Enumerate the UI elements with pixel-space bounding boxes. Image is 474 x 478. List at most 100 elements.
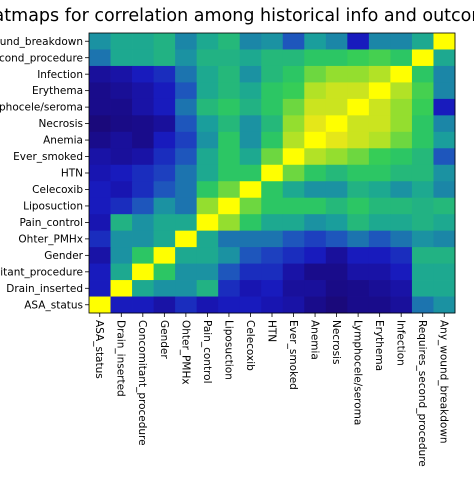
heatmap-cell xyxy=(390,164,413,182)
x-tick-label: Ohter_PMHx xyxy=(179,320,191,385)
heatmap-cell xyxy=(196,33,219,50)
heatmap-cell xyxy=(196,148,219,166)
heatmap-cell xyxy=(110,49,133,67)
heatmap-cell xyxy=(304,296,327,314)
heatmap-cell xyxy=(239,49,262,67)
heatmap-cell xyxy=(132,247,154,264)
heatmap-cell xyxy=(433,65,456,83)
y-tick-label: Gender xyxy=(44,250,83,262)
heatmap-cell xyxy=(261,164,284,182)
heatmap-cell xyxy=(347,214,370,232)
heatmap-cell xyxy=(325,164,348,182)
y-tick-label: itant_procedure xyxy=(0,266,83,278)
heatmap-cell xyxy=(390,247,413,264)
heatmap-cell xyxy=(261,214,284,232)
heatmap-cell xyxy=(433,98,456,116)
heatmap-cell xyxy=(132,296,154,314)
heatmap-cell xyxy=(325,214,348,232)
y-tick-label: Celecoxib xyxy=(32,184,83,196)
heatmap-cell xyxy=(368,230,391,248)
heatmap-cell xyxy=(153,263,176,281)
heatmap-cell xyxy=(196,214,219,232)
heatmap-cell xyxy=(110,65,133,83)
heatmap-cell xyxy=(390,115,413,133)
chart-title: heatmaps for correlation among historica… xyxy=(0,6,474,26)
heatmap-cell xyxy=(153,131,176,149)
heatmap-cell xyxy=(132,197,154,215)
heatmap-cell xyxy=(239,280,262,297)
heatmap-cell xyxy=(325,131,348,149)
heatmap-cell xyxy=(411,115,434,133)
heatmap-cell xyxy=(196,181,219,199)
heatmap-cell xyxy=(218,247,241,264)
heatmap-cell xyxy=(347,98,370,116)
heatmap-cell xyxy=(282,65,305,83)
heatmap-cell xyxy=(89,49,111,67)
heatmap-cell xyxy=(304,131,327,149)
heatmap-cell xyxy=(347,247,370,264)
heatmap-cell xyxy=(110,263,133,281)
heatmap-cell xyxy=(347,280,370,297)
y-tick-label: Ohter_PMHx xyxy=(18,233,83,245)
heatmap-cell xyxy=(218,214,241,232)
heatmap-cell xyxy=(175,148,198,166)
heatmap-cell xyxy=(411,65,434,83)
heatmap-cell xyxy=(218,263,241,281)
y-tick-label: Necrosis xyxy=(39,118,83,130)
heatmap-cell xyxy=(132,181,154,199)
heatmap-cell xyxy=(433,33,456,50)
heatmap-cell xyxy=(304,98,327,116)
heatmap-cell xyxy=(347,197,370,215)
heatmap-cell xyxy=(132,49,154,67)
heatmap-cell xyxy=(89,65,111,83)
heatmap-cell xyxy=(347,181,370,199)
heatmap-cell xyxy=(89,181,111,199)
heatmap-cell xyxy=(433,164,456,182)
heatmap-cell xyxy=(218,115,241,133)
heatmap-cell xyxy=(89,131,111,149)
heatmap-cell xyxy=(368,181,391,199)
heatmap-cell xyxy=(153,280,176,297)
heatmap-cell xyxy=(89,82,111,100)
heatmap-cell xyxy=(261,65,284,83)
heatmap-cell xyxy=(411,49,434,67)
heatmap-cell xyxy=(390,82,413,100)
heatmap-cell xyxy=(175,115,198,133)
heatmap-cell xyxy=(368,214,391,232)
heatmap-cell xyxy=(347,33,370,50)
heatmap-cell xyxy=(304,280,327,297)
heatmap-cell xyxy=(325,181,348,199)
heatmap-cell xyxy=(196,247,219,264)
heatmap-cell xyxy=(218,98,241,116)
heatmap-cell xyxy=(261,49,284,67)
heatmap-cell xyxy=(132,280,154,297)
x-tick-label: Anemia xyxy=(308,320,320,360)
heatmap-cell xyxy=(304,49,327,67)
heatmap-cell xyxy=(239,263,262,281)
heatmap-cell xyxy=(89,247,111,264)
heatmap-cell xyxy=(239,65,262,83)
heatmap-cell xyxy=(433,131,456,149)
x-tick-label: Ever_smoked xyxy=(287,320,299,390)
x-tick-label: Concomitant_procedure xyxy=(136,320,148,446)
heatmap-cell xyxy=(411,197,434,215)
heatmap-cell xyxy=(132,263,154,281)
heatmap-cell xyxy=(153,65,176,83)
heatmap-cell xyxy=(368,33,391,50)
heatmap-cell xyxy=(153,49,176,67)
heatmap-cell xyxy=(196,230,219,248)
x-tick-label: Liposuction xyxy=(222,320,234,380)
heatmap-cell xyxy=(196,98,219,116)
heatmap-cell xyxy=(261,230,284,248)
x-tick-label: Drain_inserted xyxy=(115,320,127,397)
heatmap-cell xyxy=(390,49,413,67)
heatmap-cell xyxy=(132,65,154,83)
heatmap-cell xyxy=(368,280,391,297)
heatmap-cell xyxy=(433,263,456,281)
heatmap-cell xyxy=(261,82,284,100)
heatmap-cell xyxy=(347,131,370,149)
heatmap-cell xyxy=(175,247,198,264)
heatmap-cell xyxy=(196,65,219,83)
heatmap-cell xyxy=(325,82,348,100)
heatmap-cell xyxy=(153,98,176,116)
